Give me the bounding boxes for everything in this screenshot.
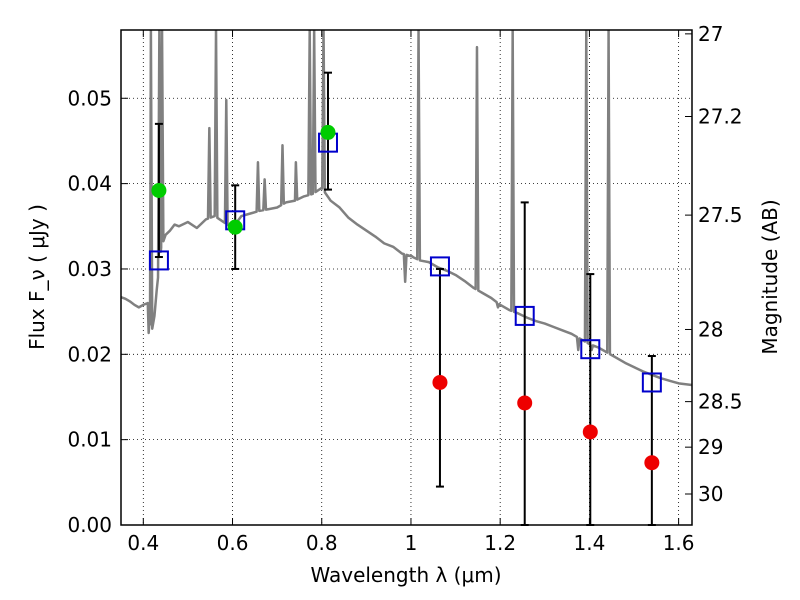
detection-point (151, 182, 167, 198)
axes (120, 29, 693, 526)
model-photometry-square (148, 250, 169, 271)
y2-tick-label: 28.5 (698, 390, 743, 414)
detection-point (227, 219, 243, 235)
x-tick-label: 0.8 (306, 531, 338, 555)
model-photometry-square (429, 256, 450, 277)
template-spectrum (121, 30, 692, 387)
x-tick-label: 1.4 (573, 531, 605, 555)
y-tick-label: 0.04 (67, 172, 112, 196)
y2-axis-title: Magnitude (AB) (758, 199, 782, 354)
template-spectrum-line (121, 30, 692, 387)
y-tick-label: 0.03 (67, 257, 112, 281)
y2-tick-label: 28 (698, 317, 723, 341)
detection-point (320, 124, 336, 140)
nondetection-point (517, 395, 533, 411)
nondetection-point (582, 424, 598, 440)
nondetection-point (644, 455, 660, 471)
model-photometry-square (641, 372, 662, 393)
y-tick-label: 0.01 (67, 428, 112, 452)
nondetection-point (432, 374, 448, 390)
model-photometry (148, 132, 662, 393)
plot-frame (120, 29, 693, 526)
x-tick-label: 1.6 (663, 531, 695, 555)
y-tick-label: 0.00 (67, 513, 112, 537)
x-tick-label: 1 (405, 531, 418, 555)
tick-labels: 0.4 0.6 0.8 1 1.2 1.4 1.6 0.00 0.01 0.02 0.03 0.04 0… (67, 22, 742, 555)
error-bars (154, 71, 656, 526)
y2-tick-label: 27 (698, 22, 723, 46)
y2-tick-label: 27.2 (698, 104, 743, 128)
x-tick-label: 0.6 (217, 531, 249, 555)
y2-tick-label: 29 (698, 435, 723, 459)
y2-tick-label: 27.5 (698, 203, 743, 227)
y-axis-title: Flux F_ν ( μJy ) (25, 204, 49, 350)
x-tick-label: 1.2 (484, 531, 516, 555)
x-tick-label: 0.4 (127, 531, 159, 555)
observed-photometry (151, 124, 660, 471)
x-axis-title: Wavelength λ (μm) (310, 563, 501, 587)
model-photometry-square (580, 339, 601, 360)
y-tick-label: 0.02 (67, 342, 112, 366)
y2-tick-label: 30 (698, 482, 723, 506)
y-tick-label: 0.05 (67, 86, 112, 110)
model-photometry-square (514, 305, 535, 326)
